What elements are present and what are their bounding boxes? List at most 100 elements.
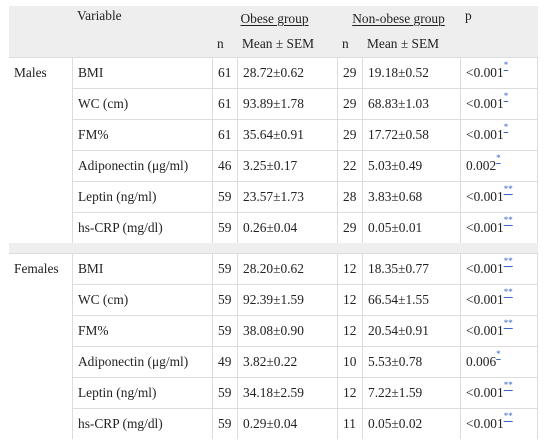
footnote-link[interactable]: ** <box>503 317 513 328</box>
cell-p-value: 0.006* <box>460 346 539 377</box>
cell-p-value: <0.001** <box>460 284 539 315</box>
cell-n-nonobese: 29 <box>337 119 362 150</box>
p-value: 0.002 <box>466 158 497 173</box>
cell-mean-nonobese: 18.35±0.77 <box>362 253 461 284</box>
table-row: FM% 61 35.64±0.91 29 17.72±0.58 <0.001* <box>9 119 539 150</box>
table-row: Leptin (ng/ml) 59 23.57±1.73 28 3.83±0.68 <0.… <box>9 181 539 212</box>
table-row: Females BMI 59 28.20±0.62 12 18.35±0.77 <0.001… <box>9 253 539 284</box>
cell-variable: FM% <box>72 315 212 346</box>
cell-mean-obese: 34.18±2.59 <box>237 377 337 408</box>
table-row: hs-CRP (mg/dl) 59 0.29±0.04 11 0.05±0.02 <0.0… <box>9 408 539 439</box>
footnote-link[interactable]: ** <box>503 255 513 266</box>
cell-mean-nonobese: 5.03±0.49 <box>362 150 461 181</box>
cell-n-obese: 59 <box>212 212 237 243</box>
cell-variable: BMI <box>72 57 212 88</box>
cell-mean-obese: 38.08±0.90 <box>237 315 337 346</box>
cell-n-nonobese: 12 <box>337 315 362 346</box>
cell-variable: WC (cm) <box>72 88 212 119</box>
footnote-link[interactable]: ** <box>503 286 513 297</box>
cell-p-value: <0.001** <box>460 408 539 439</box>
footnote-link[interactable]: ** <box>503 183 513 194</box>
footnote-link[interactable]: * <box>503 59 509 70</box>
footnote-link[interactable]: ** <box>503 410 513 421</box>
cell-p-value: <0.001** <box>460 377 539 408</box>
cell-p-value: 0.002* <box>460 150 539 181</box>
cell-p-value: <0.001** <box>460 315 539 346</box>
table-row: Males BMI 61 28.72±0.62 29 19.18±0.52 <0.001* <box>9 57 539 88</box>
cell-variable: BMI <box>72 253 212 284</box>
cell-n-nonobese: 29 <box>337 88 362 119</box>
p-value: <0.001 <box>466 416 504 431</box>
cell-mean-nonobese: 3.83±0.68 <box>362 181 461 212</box>
header-n-obese: n <box>212 31 237 57</box>
group-separator <box>9 243 539 253</box>
cell-mean-obese: 0.29±0.04 <box>237 408 337 439</box>
table-row: Adiponectin (μg/ml) 49 3.82±0.22 10 5.53±0.7… <box>9 346 539 377</box>
group-label: Males <box>9 57 72 243</box>
footnote-link[interactable]: * <box>503 121 509 132</box>
cell-n-nonobese: 12 <box>337 284 362 315</box>
p-value: 0.006 <box>466 354 497 369</box>
cell-variable: FM% <box>72 119 212 150</box>
group-females: Females BMI 59 28.20±0.62 12 18.35±0.77 <0.001… <box>9 253 539 439</box>
cell-mean-obese: 28.20±0.62 <box>237 253 337 284</box>
cell-n-obese: 49 <box>212 346 237 377</box>
cell-mean-nonobese: 7.22±1.59 <box>362 377 461 408</box>
cell-mean-obese: 93.89±1.78 <box>237 88 337 119</box>
cell-mean-nonobese: 17.72±0.58 <box>362 119 461 150</box>
cell-mean-nonobese: 0.05±0.02 <box>362 408 461 439</box>
footnote-link[interactable]: ** <box>503 379 513 390</box>
footnote-link[interactable]: * <box>496 152 501 163</box>
table-row: WC (cm) 59 92.39±1.59 12 66.54±1.55 <0.001** <box>9 284 539 315</box>
table-row: Adiponectin (μg/ml) 46 3.25±0.17 22 5.03±0.4… <box>9 150 539 181</box>
cell-variable: Adiponectin (μg/ml) <box>72 150 212 181</box>
header-row-sub: n Mean ± SEM n Mean ± SEM <box>9 31 539 57</box>
header-row-top: Variable Obese group Non-obese group p <box>9 6 539 31</box>
cell-mean-nonobese: 20.54±0.91 <box>362 315 461 346</box>
cell-mean-obese: 3.82±0.22 <box>237 346 337 377</box>
cell-variable: Adiponectin (μg/ml) <box>72 346 212 377</box>
header-mean-nonobese: Mean ± SEM <box>362 31 461 57</box>
footnote-link[interactable]: * <box>496 348 501 359</box>
cell-p-value: <0.001** <box>460 212 539 243</box>
cell-mean-nonobese: 68.83±1.03 <box>362 88 461 119</box>
header-nonobese-group: Non-obese group <box>352 10 445 26</box>
header-obese-group: Obese group <box>240 10 309 26</box>
cell-n-nonobese: 12 <box>337 377 362 408</box>
cell-variable: hs-CRP (mg/dl) <box>72 408 212 439</box>
cell-mean-nonobese: 66.54±1.55 <box>362 284 461 315</box>
cell-mean-obese: 28.72±0.62 <box>237 57 337 88</box>
cell-n-obese: 59 <box>212 315 237 346</box>
cell-n-obese: 59 <box>212 181 237 212</box>
cell-mean-obese: 0.26±0.04 <box>237 212 337 243</box>
cell-n-nonobese: 29 <box>337 57 362 88</box>
cell-mean-obese: 35.64±0.91 <box>237 119 337 150</box>
footnote-link[interactable]: ** <box>503 214 513 225</box>
cell-p-value: <0.001** <box>460 253 539 284</box>
cell-mean-obese: 3.25±0.17 <box>237 150 337 181</box>
p-value: <0.001 <box>466 127 504 142</box>
cell-n-nonobese: 11 <box>337 408 362 439</box>
cell-mean-nonobese: 5.53±0.78 <box>362 346 461 377</box>
cell-variable: Leptin (ng/ml) <box>72 181 212 212</box>
group-label: Females <box>9 253 72 439</box>
cell-n-obese: 59 <box>212 377 237 408</box>
cell-variable: hs-CRP (mg/dl) <box>72 212 212 243</box>
p-value: <0.001 <box>466 292 504 307</box>
cell-p-value: <0.001* <box>460 119 539 150</box>
header-p: p <box>460 6 539 31</box>
p-value: <0.001 <box>466 323 504 338</box>
cell-n-nonobese: 29 <box>337 212 362 243</box>
cell-n-nonobese: 28 <box>337 181 362 212</box>
cell-n-obese: 61 <box>212 57 237 88</box>
cell-n-obese: 59 <box>212 284 237 315</box>
cell-mean-nonobese: 19.18±0.52 <box>362 57 461 88</box>
results-table: Variable Obese group Non-obese group p n… <box>9 6 539 439</box>
table-row: Leptin (ng/ml) 59 34.18±2.59 12 7.22±1.59 <0.… <box>9 377 539 408</box>
footnote-link[interactable]: * <box>503 90 509 101</box>
table-row: WC (cm) 61 93.89±1.78 29 68.83±1.03 <0.001* <box>9 88 539 119</box>
cell-variable: Leptin (ng/ml) <box>72 377 212 408</box>
header-variable: Variable <box>72 6 212 31</box>
cell-n-obese: 61 <box>212 88 237 119</box>
p-value: <0.001 <box>466 220 504 235</box>
